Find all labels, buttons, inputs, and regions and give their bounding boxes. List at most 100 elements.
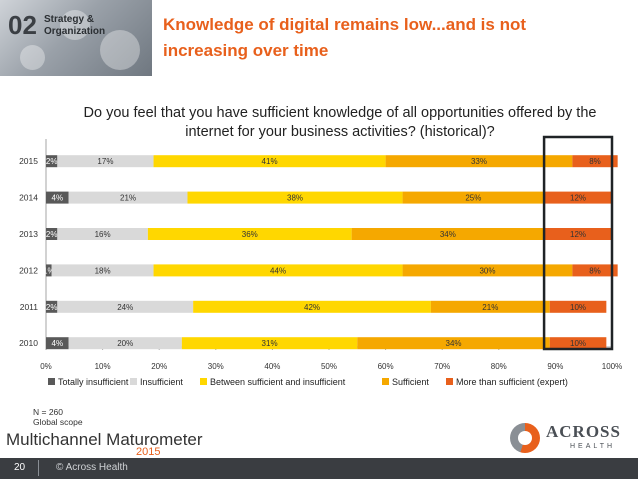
x-tick-label: 0% <box>40 362 52 371</box>
bar-segment <box>357 337 550 350</box>
data-label: 4% <box>52 339 64 348</box>
bar-segment <box>46 155 58 168</box>
data-label: 12% <box>570 194 586 203</box>
bar-segment <box>153 264 403 277</box>
x-tick-label: 90% <box>547 362 563 371</box>
x-tick-label: 30% <box>208 362 224 371</box>
data-label: 10% <box>570 303 586 312</box>
header-band: 02 Strategy & Organization Knowledge of … <box>0 0 638 78</box>
bar-segment <box>544 228 612 240</box>
bar-segment <box>351 228 545 240</box>
x-tick-label: 50% <box>321 362 337 371</box>
page-title: Knowledge of digital remains low...and i… <box>163 15 527 60</box>
data-label: 4% <box>52 194 64 203</box>
x-tick-label: 60% <box>378 362 394 371</box>
bar-segment <box>147 228 352 240</box>
data-label: 17% <box>97 157 113 166</box>
data-label: 1% <box>43 266 55 275</box>
data-label: 41% <box>262 157 278 166</box>
bar-segment <box>46 191 69 204</box>
bar-segment <box>181 337 358 350</box>
copyright: © Across Health <box>56 462 128 473</box>
bar-segment <box>68 191 188 204</box>
bar-segment <box>193 300 431 313</box>
highlight-box <box>542 135 614 351</box>
legend-swatch <box>382 378 389 385</box>
bar-segment <box>46 264 52 277</box>
y-category-label: 2012 <box>19 265 38 275</box>
data-label: 20% <box>117 339 133 348</box>
data-label: 36% <box>242 230 258 239</box>
bar-segment <box>46 300 58 313</box>
y-category-label: 2014 <box>19 193 38 203</box>
bar-segment <box>51 264 154 277</box>
header-image <box>0 0 152 76</box>
bar-segment <box>187 191 403 204</box>
data-label: 38% <box>287 194 303 203</box>
data-label: 8% <box>589 266 601 275</box>
bar-segment <box>572 155 618 168</box>
data-label: 21% <box>120 194 136 203</box>
section-number: 02 <box>8 10 37 40</box>
bar-segment <box>430 300 550 313</box>
y-category-label: 2011 <box>20 302 39 312</box>
bar-segment <box>153 155 386 168</box>
bar-segment <box>57 300 194 313</box>
legend-label: Insufficient <box>140 377 183 387</box>
sample-scope: Global scope <box>33 417 83 427</box>
data-label: 31% <box>262 339 278 348</box>
data-label: 44% <box>270 266 286 275</box>
legend-label: Between sufficient and insufficient <box>210 377 346 387</box>
y-category-label: 2013 <box>19 229 38 239</box>
logo-subtext: HEALTH <box>570 443 616 450</box>
legend-label: More than sufficient (expert) <box>456 377 568 387</box>
legend-swatch <box>200 378 207 385</box>
data-label: 10% <box>570 339 586 348</box>
data-label: 42% <box>304 303 320 312</box>
bar-segment <box>46 228 58 240</box>
bar-segment <box>544 191 612 204</box>
data-label: 21% <box>482 303 498 312</box>
bar-segment <box>572 264 618 277</box>
product-year: 2015 <box>136 446 161 458</box>
data-label: 18% <box>95 266 111 275</box>
data-label: 16% <box>95 230 111 239</box>
legend-swatch <box>130 378 137 385</box>
legend-label: Totally insufficient <box>58 377 129 387</box>
data-label: 24% <box>117 303 133 312</box>
data-label: 25% <box>465 194 481 203</box>
data-label: 34% <box>446 339 462 348</box>
bar-segment <box>68 337 182 350</box>
bar-segment <box>402 191 545 204</box>
x-tick-label: 20% <box>151 362 167 371</box>
footer-divider <box>38 460 39 476</box>
data-label: 34% <box>440 230 456 239</box>
x-tick-label: 70% <box>434 362 450 371</box>
legend-swatch <box>446 378 453 385</box>
section-label: Strategy & Organization <box>44 14 106 37</box>
bar-segment <box>57 155 154 168</box>
legend-swatch <box>48 378 55 385</box>
data-label: 12% <box>570 230 586 239</box>
x-tick-label: 80% <box>491 362 507 371</box>
sample-note: N = 260 Global scope <box>33 407 83 427</box>
footer-bar: 20 © Across Health <box>0 458 638 479</box>
sample-size: N = 260 <box>33 407 64 417</box>
stacked-bar-chart: 0% 10% 20% 30% 40% 50% 60% 70% 80% 90% 100% 2015 2% 1… <box>19 135 622 387</box>
bar-segment <box>46 337 69 350</box>
bar-segment <box>402 264 573 277</box>
x-tick-label: 40% <box>264 362 280 371</box>
logo-text: ACROSS <box>546 422 621 441</box>
data-label: 33% <box>471 157 487 166</box>
legend-label: Sufficient <box>392 377 429 387</box>
chart-question: Do you feel that you have sufficient kno… <box>83 105 597 140</box>
y-category-label: 2015 <box>19 156 38 166</box>
data-label: 2% <box>46 303 58 312</box>
data-label: 8% <box>589 157 601 166</box>
data-label: 2% <box>46 230 58 239</box>
y-category-label: 2010 <box>19 338 38 348</box>
x-tick-label: 10% <box>95 362 111 371</box>
bar-segment <box>549 337 607 350</box>
page-number: 20 <box>14 462 26 473</box>
data-label: 2% <box>46 157 58 166</box>
